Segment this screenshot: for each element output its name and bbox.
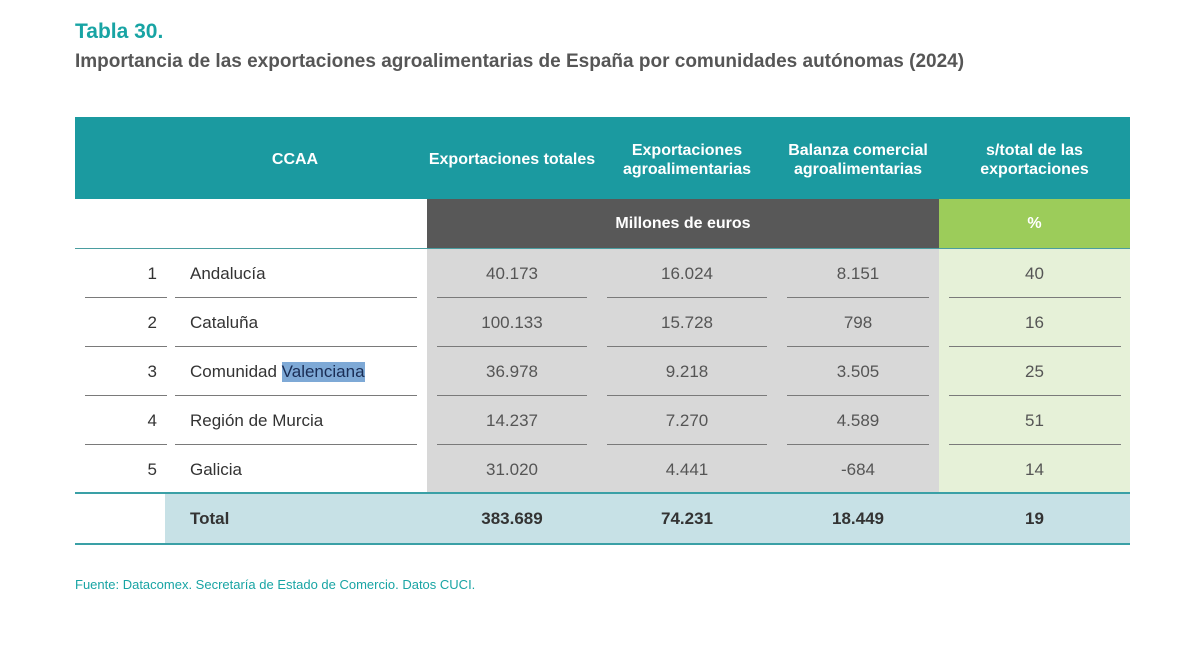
cell-percent: 25 [1025,361,1044,381]
table-header: CCAA Exportaciones totales Exportaciones… [75,117,1130,199]
header-balanza-comercial: Balanza comercial agroalimentarias [788,141,928,178]
cell-percent: 14 [1025,459,1044,479]
total-label: Total [190,508,230,528]
cell-balanza: 3.505 [836,361,880,381]
cell-percent: 51 [1025,410,1044,430]
row-number: 3 [147,361,157,381]
table-subtitle: Importancia de las exportaciones agroali… [75,51,965,72]
row-rule [175,297,417,298]
cell-exportaciones-agro: 9.218 [665,361,709,381]
row-rule [437,395,587,396]
row-rule [85,346,167,347]
cell-exportaciones-totales: 40.173 [486,263,538,283]
row-name: Región de Murcia [190,410,324,430]
table-row: 4 Región de Murcia 14.237 7.270 4.589 51 [75,396,1130,445]
total-row: Total 383.689 74.231 18.449 19 [165,494,1130,543]
total-percent: 19 [1025,508,1044,528]
row-rule [437,346,587,347]
row-rule [607,444,767,445]
cell-exportaciones-totales: 31.020 [486,459,538,479]
row-rule [175,395,417,396]
row-rule [949,444,1121,445]
cell-balanza: -684 [840,459,876,479]
header-exportaciones-totales: Exportaciones totales [428,151,596,169]
header-total-exportaciones: s/total de las exportaciones [980,141,1089,178]
row-rule [607,297,767,298]
cell-balanza: 798 [843,312,873,332]
row-rule [175,346,417,347]
total-top-rule [75,492,1130,494]
selected-text[interactable]: Valenciana [281,361,365,382]
unit-percent: % [939,199,1130,248]
row-name: Andalucía [190,263,266,283]
row-number: 4 [147,410,157,430]
row-rule [787,346,929,347]
table-row: 5 Galicia 31.020 4.441 -684 14 [75,445,1130,494]
cell-balanza: 8.151 [836,263,880,283]
row-rule [607,346,767,347]
row-rule [787,444,929,445]
row-rule [437,444,587,445]
row-rule [607,395,767,396]
cell-exportaciones-totales: 14.237 [486,410,538,430]
row-number: 5 [147,459,157,479]
table-row: 3 Comunidad Valenciana 36.978 9.218 3.50… [75,347,1130,396]
values-background [427,249,939,492]
cell-exportaciones-totales: 36.978 [486,361,538,381]
header-exportaciones-agroalimentarias: Exportaciones agroalimentarias [622,141,752,178]
cell-percent: 16 [1025,312,1044,332]
row-name: Comunidad Valenciana [190,347,420,396]
cell-exportaciones-agro: 16.024 [661,263,713,283]
cell-exportaciones-agro: 4.441 [665,459,709,479]
row-number: 2 [147,312,157,332]
cell-balanza: 4.589 [836,410,880,430]
row-rule [85,297,167,298]
total-balanza: 18.449 [832,508,884,528]
cell-percent: 40 [1025,263,1044,283]
table-row: 2 Cataluña 100.133 15.728 798 16 [75,298,1130,347]
cell-exportaciones-agro: 15.728 [661,312,713,332]
percent-background [939,249,1130,492]
row-rule [949,395,1121,396]
unit-millones-euros: Millones de euros [427,199,939,248]
table-row: 1 Andalucía 40.173 16.024 8.151 40 [75,249,1130,298]
exports-table: CCAA Exportaciones totales Exportaciones… [75,117,1130,545]
row-rule [787,297,929,298]
total-exportaciones-agro: 74.231 [661,508,713,528]
cell-exportaciones-totales: 100.133 [481,312,543,332]
row-rule [175,444,417,445]
row-rule [949,297,1121,298]
row-rule [787,395,929,396]
table-title: Tabla 30. [75,20,164,43]
row-name: Galicia [190,459,242,479]
table-bottom-rule [75,543,1130,545]
cell-exportaciones-agro: 7.270 [665,410,709,430]
row-rule [437,297,587,298]
row-name-prefix: Comunidad [190,361,282,381]
total-exportaciones-totales: 383.689 [481,508,543,528]
row-rule [85,395,167,396]
row-number: 1 [147,263,157,283]
row-rule [949,346,1121,347]
row-rule [85,444,167,445]
row-name: Cataluña [190,312,259,332]
source-note: Fuente: Datacomex. Secretaría de Estado … [75,577,476,592]
subheader-divider [75,248,1130,249]
header-ccaa: CCAA [271,151,319,169]
